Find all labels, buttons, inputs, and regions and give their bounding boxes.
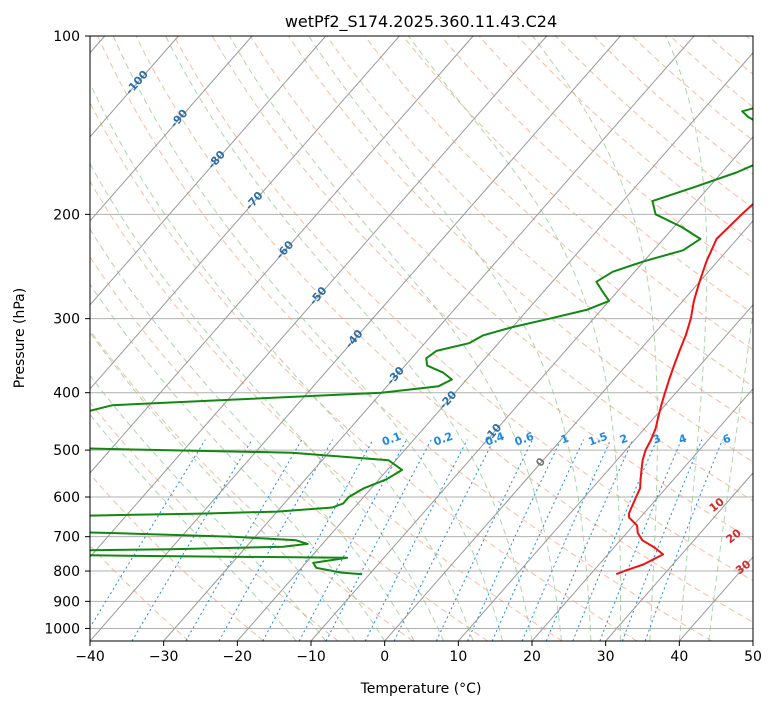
x-tick-label: 0 bbox=[380, 649, 389, 665]
y-tick-label: 500 bbox=[53, 443, 80, 459]
y-tick-label: 1000 bbox=[44, 621, 80, 637]
y-tick-label: 300 bbox=[53, 312, 80, 328]
x-tick-label: 20 bbox=[523, 649, 541, 665]
y-tick-label: 600 bbox=[53, 490, 80, 506]
x-tick-label: −40 bbox=[75, 649, 105, 665]
x-tick-label: −30 bbox=[149, 649, 179, 665]
y-tick-label: 200 bbox=[53, 207, 80, 223]
y-tick-label: 800 bbox=[53, 564, 80, 580]
y-tick-label: 900 bbox=[53, 594, 80, 610]
x-tick-label: −10 bbox=[296, 649, 326, 665]
y-tick-label: 100 bbox=[53, 29, 80, 45]
x-axis-label: Temperature (°C) bbox=[360, 681, 482, 697]
y-axis-label: Pressure (hPa) bbox=[12, 288, 28, 388]
y-tick-label: 400 bbox=[53, 386, 80, 402]
x-tick-label: 50 bbox=[744, 649, 762, 665]
x-tick-label: −20 bbox=[223, 649, 253, 665]
x-tick-label: 10 bbox=[449, 649, 467, 665]
y-tick-label: 700 bbox=[53, 530, 80, 546]
plot-area bbox=[90, 36, 753, 641]
x-tick-label: 40 bbox=[670, 649, 688, 665]
x-tick-label: 30 bbox=[597, 649, 615, 665]
chart-title: wetPf2_S174.2025.360.11.43.C24 bbox=[285, 12, 557, 32]
